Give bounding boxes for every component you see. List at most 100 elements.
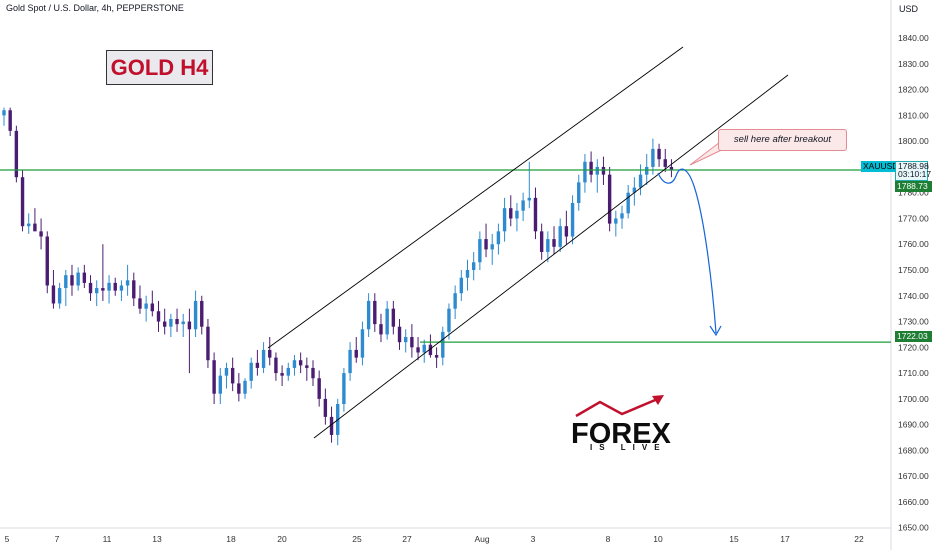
candle-body bbox=[261, 349, 266, 368]
candle-body bbox=[360, 329, 365, 358]
candle-body bbox=[391, 308, 396, 327]
x-tick-label: 11 bbox=[103, 534, 112, 544]
candle-body bbox=[354, 349, 358, 358]
candle-body bbox=[422, 344, 426, 353]
candle-body bbox=[416, 347, 420, 353]
candle-body bbox=[620, 213, 624, 219]
candle-body bbox=[274, 357, 278, 374]
logo-sub: IS LIVE bbox=[590, 443, 667, 452]
candle-body bbox=[82, 272, 87, 283]
candle-body bbox=[502, 208, 507, 232]
candle-body bbox=[645, 166, 649, 175]
candle-body bbox=[626, 192, 630, 214]
candle-body bbox=[397, 326, 402, 343]
channel-lower-line[interactable] bbox=[313, 74, 789, 439]
candle-body bbox=[329, 416, 334, 435]
candle-body bbox=[521, 200, 525, 211]
candle-body bbox=[651, 148, 655, 167]
candle-body bbox=[552, 239, 556, 247]
candle-body bbox=[107, 282, 111, 291]
candle-body bbox=[663, 159, 667, 167]
candles-group bbox=[2, 107, 674, 446]
candle-body bbox=[453, 293, 457, 309]
logo-main: FOREX bbox=[571, 418, 671, 450]
candle-body bbox=[27, 223, 31, 227]
y-tick-label: 1700.00 bbox=[898, 394, 929, 404]
candle-body bbox=[607, 174, 612, 224]
candle-body bbox=[14, 130, 19, 178]
y-tick-label: 1680.00 bbox=[898, 445, 929, 455]
y-tick-label: 1830.00 bbox=[898, 59, 929, 69]
candle-body bbox=[632, 187, 637, 193]
candle-body bbox=[496, 231, 501, 245]
candle-body bbox=[539, 231, 544, 252]
candle-body bbox=[268, 349, 272, 358]
candle-body bbox=[20, 177, 25, 227]
candle-body bbox=[404, 337, 408, 343]
target-price-tag: 1722.03 bbox=[895, 331, 932, 342]
candle-body bbox=[441, 331, 445, 358]
candle-body bbox=[169, 318, 173, 327]
candle-body bbox=[465, 270, 470, 278]
candle-body bbox=[8, 110, 12, 131]
candle-body bbox=[564, 226, 569, 237]
candle-body bbox=[657, 148, 661, 160]
candle-body bbox=[150, 303, 155, 312]
countdown-tag: 03:10:17 bbox=[895, 170, 931, 181]
candle-body bbox=[577, 182, 581, 204]
candle-body bbox=[255, 362, 260, 368]
candle-body bbox=[88, 282, 93, 294]
projection-arrowhead-icon bbox=[709, 325, 722, 337]
y-tick-label: 1800.00 bbox=[898, 136, 929, 146]
candle-body bbox=[206, 326, 210, 361]
y-tick-label: 1660.00 bbox=[898, 497, 929, 507]
candle-body bbox=[193, 300, 198, 330]
candle-body bbox=[162, 321, 167, 327]
candle-body bbox=[51, 285, 56, 304]
y-tick-label: 1770.00 bbox=[898, 213, 929, 223]
candle-body bbox=[243, 380, 247, 394]
candle-body bbox=[39, 231, 43, 237]
y-tick-label: 1720.00 bbox=[898, 342, 929, 352]
gold-h4-badge: GOLD H4 bbox=[106, 50, 213, 85]
x-tick-label: 20 bbox=[277, 534, 287, 544]
candle-body bbox=[76, 272, 80, 286]
candle-body bbox=[509, 208, 513, 219]
symbol-tag: XAUUSD bbox=[861, 161, 899, 172]
candle-body bbox=[305, 365, 309, 368]
candle-body bbox=[286, 367, 290, 376]
candle-body bbox=[342, 373, 346, 405]
candle-body bbox=[410, 337, 414, 348]
candle-body bbox=[317, 378, 321, 399]
candle-body bbox=[589, 161, 593, 175]
x-tick-label: 18 bbox=[226, 534, 236, 544]
candle-body bbox=[478, 239, 482, 263]
y-tick-label: 1690.00 bbox=[898, 420, 929, 430]
candle-body bbox=[471, 262, 476, 271]
candle-body bbox=[70, 275, 74, 286]
candle-body bbox=[224, 367, 229, 376]
bid-price-tag: 1788.73 bbox=[895, 181, 932, 192]
candle-body bbox=[200, 300, 204, 327]
candle-body bbox=[595, 166, 599, 175]
candle-body bbox=[447, 308, 451, 332]
projected-path[interactable] bbox=[657, 168, 717, 334]
candle-body bbox=[669, 166, 674, 170]
sell-annotation[interactable]: sell here after breakout bbox=[718, 129, 847, 151]
candle-body bbox=[113, 282, 117, 291]
candle-body bbox=[601, 166, 606, 175]
candle-body bbox=[138, 298, 142, 309]
channel-upper-line[interactable] bbox=[267, 46, 684, 349]
candle-body bbox=[292, 360, 297, 368]
candle-body bbox=[64, 275, 68, 289]
candle-body bbox=[583, 161, 587, 183]
candle-body bbox=[212, 360, 216, 394]
x-tick-label: 3 bbox=[531, 534, 536, 544]
candle-body bbox=[638, 174, 643, 188]
x-tick-label: 10 bbox=[653, 534, 663, 544]
candle-body bbox=[125, 280, 130, 286]
candle-body bbox=[515, 210, 519, 219]
candle-body bbox=[237, 383, 241, 394]
